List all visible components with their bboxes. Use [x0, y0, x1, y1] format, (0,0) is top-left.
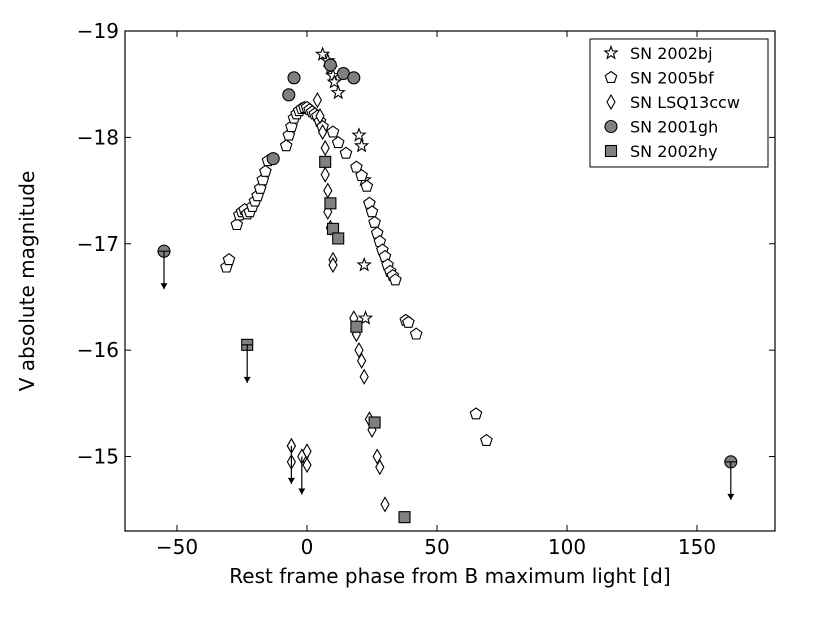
- point-sn-lsq13ccw: [312, 92, 323, 109]
- point-sn-lsq13ccw: [380, 496, 390, 513]
- point-sn-2002hy: [398, 511, 411, 524]
- plot-frame: [124, 30, 776, 532]
- point-sn-lsq13ccw: [320, 139, 330, 157]
- point-sn-2002bj: [353, 137, 370, 153]
- point-sn-2005bf: [222, 253, 236, 266]
- upper-limit-arrowhead: [287, 477, 295, 484]
- point-sn-lsq13ccw: [302, 456, 312, 474]
- point-sn-lsq13ccw: [354, 342, 364, 359]
- point-sn-2005bf: [360, 179, 374, 192]
- legend-marker-sn-2002hy: [604, 144, 618, 158]
- x-tick-label: 150: [678, 535, 716, 559]
- x-tick-label: 50: [424, 535, 449, 559]
- point-sn-2005bf: [331, 136, 345, 149]
- point-sn-lsq13ccw: [323, 182, 333, 199]
- y-tick-label: −18: [77, 125, 119, 149]
- point-sn-lsq13ccw: [320, 166, 330, 183]
- legend-marker-sn-2001gh: [604, 119, 618, 134]
- point-sn-2002bj: [314, 46, 331, 61]
- y-tick-label: −16: [77, 338, 119, 362]
- point-sn-2001gh: [323, 58, 337, 72]
- legend-marker-sn-lsq13ccw: [606, 93, 616, 111]
- point-sn-2005bf: [469, 407, 483, 420]
- upper-limit-arrowhead: [298, 488, 306, 495]
- point-sn-2002bj: [351, 127, 367, 142]
- point-sn-2002hy: [319, 155, 332, 168]
- upper-limit-arrowhead: [243, 376, 251, 383]
- upper-limit-arrowhead: [160, 283, 168, 290]
- point-sn-2005bf: [339, 146, 353, 159]
- point-sn-2005bf: [326, 125, 340, 138]
- point-sn-2005bf: [480, 433, 493, 446]
- point-sn-2005bf: [365, 205, 379, 218]
- y-tick-label: −19: [77, 19, 119, 43]
- point-sn-2002hy: [324, 197, 337, 210]
- point-sn-lsq13ccw: [323, 203, 333, 220]
- x-tick-label: 100: [548, 535, 586, 559]
- legend: SN 2002bj SN 2005bf SN LSQ13ccw SN 2001gh SN…: [589, 38, 769, 168]
- legend-box: [589, 38, 769, 168]
- point-sn-2005bf: [230, 217, 244, 231]
- point-sn-lsq13ccw: [302, 443, 312, 460]
- point-sn-2002hy: [350, 320, 363, 333]
- point-sn-2002hy: [368, 416, 381, 429]
- point-sn-2001gh: [287, 71, 301, 85]
- legend-label-sn-2001gh: SN 2001gh: [630, 118, 718, 137]
- point-sn-2001gh: [266, 152, 280, 166]
- point-sn-2005bf: [350, 160, 363, 173]
- point-sn-2005bf: [355, 169, 368, 182]
- upper-limit-arrowhead: [727, 493, 735, 500]
- point-sn-2005bf: [389, 273, 402, 286]
- point-sn-lsq13ccw: [317, 123, 328, 141]
- legend-marker-sn-2005bf: [604, 70, 618, 83]
- x-axis-title: Rest frame phase from B maximum light [d…: [229, 564, 670, 588]
- point-sn-2001gh: [347, 71, 361, 85]
- point-sn-2002bj: [330, 84, 346, 100]
- point-sn-2005bf: [259, 164, 272, 177]
- point-sn-lsq13ccw: [315, 107, 325, 125]
- legend-label-sn-2002hy: SN 2002hy: [630, 142, 718, 161]
- legend-label-sn-2002bj: SN 2002bj: [630, 44, 713, 63]
- point-sn-2002hy: [332, 232, 345, 245]
- point-sn-2001gh: [282, 88, 296, 102]
- point-sn-2005bf: [279, 139, 293, 152]
- x-tick-label: 0: [301, 535, 314, 559]
- point-sn-2002bj: [357, 310, 374, 325]
- x-tick-label: −50: [156, 535, 198, 559]
- point-sn-lsq13ccw: [359, 368, 369, 385]
- point-sn-lsq13ccw: [328, 256, 338, 274]
- legend-label-sn-lsq13ccw: SN LSQ13ccw: [630, 93, 740, 112]
- point-sn-2002bj: [326, 74, 343, 89]
- data-marks: [157, 46, 738, 524]
- point-sn-2002bj: [356, 256, 372, 272]
- y-tick-label: −15: [77, 445, 119, 469]
- axis-ticks: −50 0 50 100 150 −15 −16 −17 −18 −19: [77, 19, 775, 559]
- point-sn-2005bf: [368, 215, 381, 228]
- y-axis-title: V absolute magnitude: [15, 171, 39, 392]
- point-sn-lsq13ccw: [372, 448, 382, 465]
- y-tick-label: −17: [77, 232, 119, 256]
- point-sn-2005bf: [402, 315, 415, 328]
- legend-marker-sn-2002bj: [603, 44, 619, 60]
- point-sn-lsq13ccw: [356, 352, 367, 369]
- legend-label-sn-2005bf: SN 2005bf: [630, 69, 714, 88]
- point-sn-2005bf: [409, 327, 423, 340]
- point-sn-lsq13ccw: [375, 459, 385, 476]
